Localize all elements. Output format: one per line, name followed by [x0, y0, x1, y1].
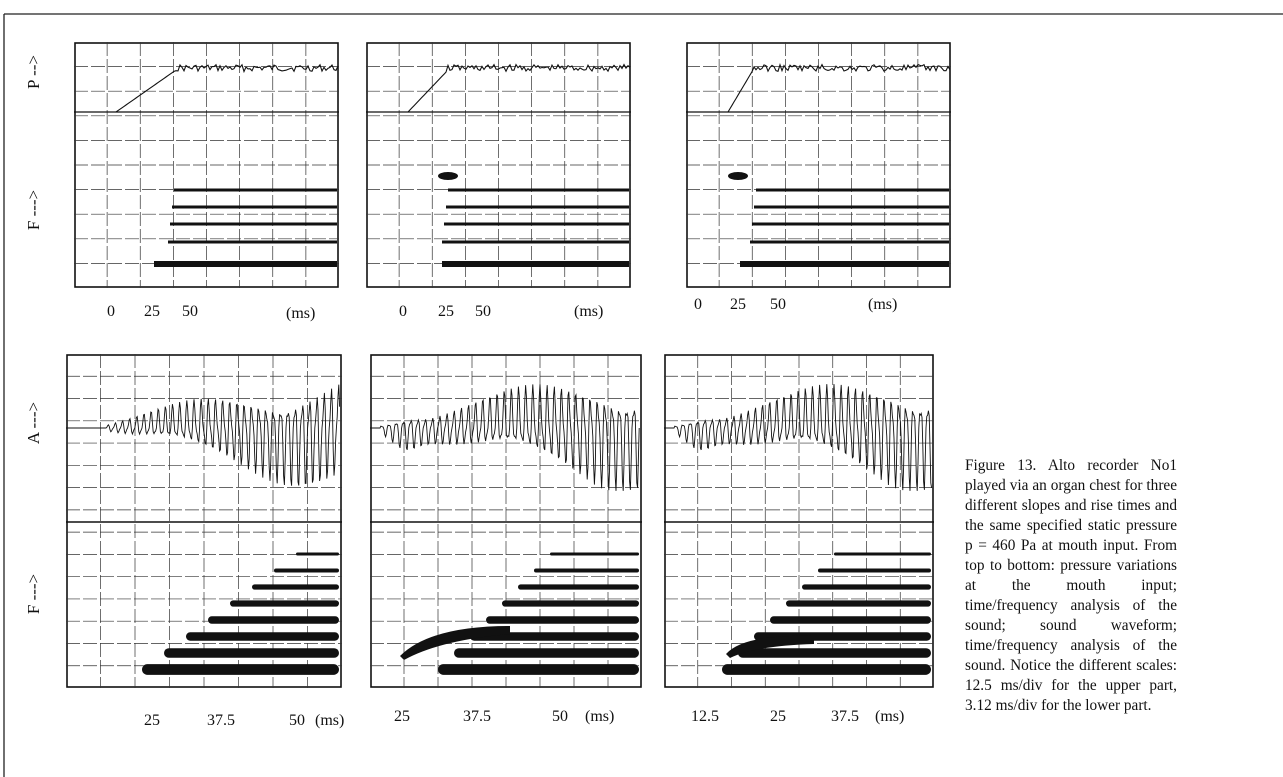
top-panel-2-tick-1: 25 — [438, 303, 454, 320]
bottom-panel-2-unit: (ms) — [585, 708, 615, 725]
spectral-band — [756, 188, 949, 192]
bottom-panel-3-tick-2: 37.5 — [831, 708, 859, 725]
spectral-band — [448, 188, 629, 192]
figure-caption: Figure 13. Alto recorder No1 played via … — [965, 457, 1177, 715]
transient-blob — [728, 172, 748, 180]
spectral-band — [470, 632, 639, 641]
spectral-band — [274, 568, 339, 573]
bottom-panel-1 — [66, 354, 342, 688]
transient-blob — [726, 635, 814, 658]
spectral-band — [502, 600, 639, 607]
spectral-band — [770, 616, 931, 624]
bottom-panel-3 — [664, 354, 934, 688]
bottom-panel-3-tick-0: 12.5 — [691, 708, 719, 725]
bottom-panel-1-tick-1: 37.5 — [207, 712, 235, 729]
waveform-trace — [370, 384, 640, 491]
bottom-frequency-axis-label: F ---> — [24, 573, 43, 615]
spectral-band — [164, 648, 339, 658]
top-panel-2-tick-2: 50 — [475, 303, 491, 320]
top-panel-3-unit: (ms) — [868, 296, 898, 313]
bottom-panel-2-tick-1: 37.5 — [463, 708, 491, 725]
spectral-band — [818, 568, 931, 573]
spectral-band — [786, 600, 931, 607]
spectral-band — [438, 664, 639, 675]
spectral-band — [186, 632, 339, 641]
spectral-band — [740, 261, 949, 267]
bottom-panel-1-plot — [66, 354, 342, 688]
bottom-panel-1-unit: (ms) — [315, 712, 345, 729]
spectral-band — [486, 616, 639, 624]
bottom-panel-2-tick-2: 50 — [552, 708, 568, 725]
spectral-band — [802, 584, 931, 590]
top-panel-1-unit: (ms) — [286, 305, 316, 322]
spectral-band — [208, 616, 339, 624]
spectral-band — [534, 568, 639, 573]
bottom-panel-1-tick-0: 25 — [144, 712, 160, 729]
top-panel-2-unit: (ms) — [574, 303, 604, 320]
spectral-band — [442, 261, 629, 267]
top-panel-3-tick-0: 0 — [694, 296, 702, 313]
bottom-panel-3-plot — [664, 354, 934, 688]
spectral-band — [446, 205, 629, 209]
top-panel-3-plot — [686, 42, 951, 288]
top-panel-3-tick-1: 25 — [730, 296, 746, 313]
spectral-band — [722, 664, 931, 675]
top-panel-1-tick-2: 50 — [182, 303, 198, 320]
spectral-band — [518, 584, 639, 590]
top-panel-3 — [686, 42, 951, 288]
spectral-band — [296, 552, 339, 556]
spectral-band — [752, 222, 949, 226]
spectral-band — [170, 222, 337, 226]
transient-blob — [400, 626, 510, 660]
bottom-panel-3-unit: (ms) — [875, 708, 905, 725]
spectral-band — [754, 205, 949, 209]
top-panel-1 — [74, 42, 339, 288]
bottom-panel-2-tick-0: 25 — [394, 708, 410, 725]
pressure-trace — [74, 63, 339, 113]
waveform-trace — [664, 384, 933, 491]
spectral-band — [454, 648, 639, 658]
waveform-trace — [66, 384, 341, 486]
top-panel-2-tick-0: 0 — [399, 303, 407, 320]
bottom-amplitude-axis-label: A ---> — [24, 401, 43, 445]
bottom-panel-2 — [370, 354, 642, 688]
top-panel-2 — [366, 42, 631, 288]
spectral-band — [750, 240, 949, 244]
top-frequency-axis-label: F ---> — [24, 189, 43, 231]
spectral-band — [174, 188, 337, 192]
top-panel-2-plot — [366, 42, 631, 288]
spectral-band — [442, 240, 629, 244]
spectral-band — [172, 205, 337, 209]
top-panel-1-tick-0: 0 — [107, 303, 115, 320]
spectral-band — [738, 648, 931, 658]
bottom-panel-3-tick-1: 25 — [770, 708, 786, 725]
top-panel-1-tick-1: 25 — [144, 303, 160, 320]
spectral-band — [444, 222, 629, 226]
spectral-band — [834, 552, 931, 556]
bottom-panel-2-plot — [370, 354, 642, 688]
spectral-band — [230, 600, 339, 607]
top-pressure-axis-label: P --> — [24, 55, 43, 89]
spectral-band — [550, 552, 639, 556]
spectral-band — [252, 584, 339, 590]
top-panel-3-tick-2: 50 — [770, 296, 786, 313]
spectral-band — [154, 261, 337, 267]
spectral-band — [168, 240, 337, 244]
top-panel-1-plot — [74, 42, 339, 288]
transient-blob — [438, 172, 458, 180]
pressure-trace — [366, 63, 631, 113]
bottom-panel-1-tick-2: 50 — [289, 712, 305, 729]
spectral-band — [142, 664, 339, 675]
pressure-trace — [686, 63, 951, 113]
